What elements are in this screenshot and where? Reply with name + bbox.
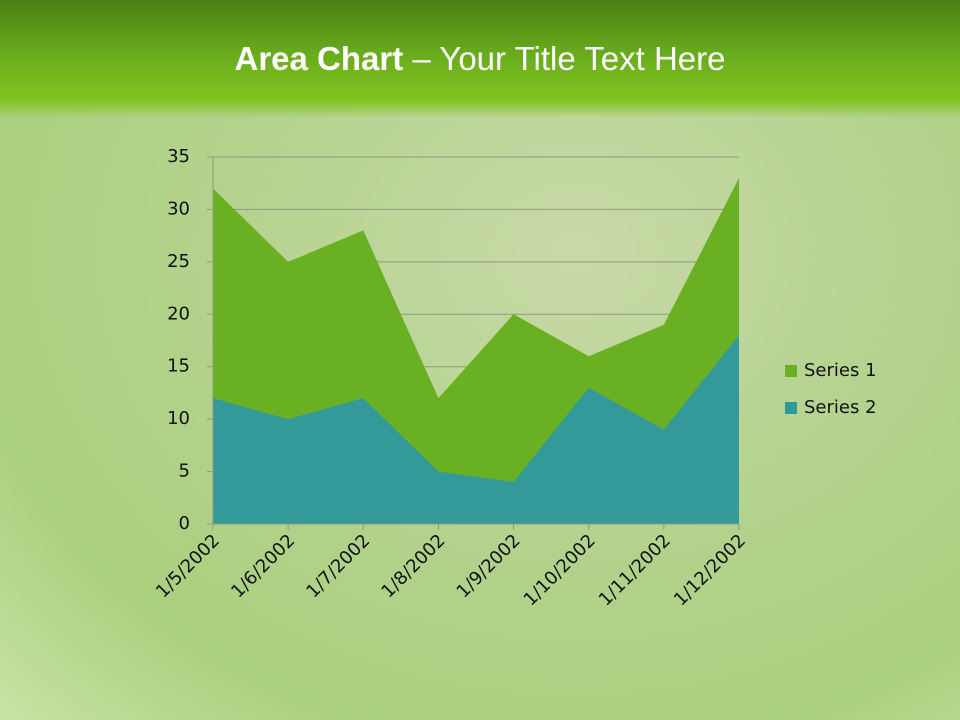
title-rest: – Your Title Text Here [412,40,726,77]
legend-swatch [785,365,797,377]
y-tick-label: 0 [179,513,190,534]
y-tick-label: 5 [179,461,190,482]
y-tick-label: 30 [167,198,190,219]
legend-label: Series 1 [804,360,877,381]
x-tick-label: 1/10/2002 [520,530,600,610]
x-tick-label: 1/8/2002 [377,530,449,602]
y-tick-label: 35 [167,146,190,167]
legend-label: Series 2 [804,397,877,418]
y-tick-label: 15 [167,356,190,377]
y-tick-label: 10 [167,408,190,429]
x-tick-label: 1/11/2002 [595,530,675,610]
x-tick-label: 1/9/2002 [453,530,525,602]
slide-title: Area Chart – Your Title Text Here [0,40,960,78]
area [213,335,739,524]
header-band [0,0,960,118]
legend-swatch [785,402,797,414]
x-tick-label: 1/12/2002 [670,530,750,610]
x-tick-label: 1/6/2002 [227,530,299,602]
y-tick-label: 25 [167,251,190,272]
x-tick-label: 1/7/2002 [302,530,374,602]
x-tick-label: 1/5/2002 [152,530,224,602]
title-bold: Area Chart [234,40,404,77]
y-tick-label: 20 [167,303,190,324]
